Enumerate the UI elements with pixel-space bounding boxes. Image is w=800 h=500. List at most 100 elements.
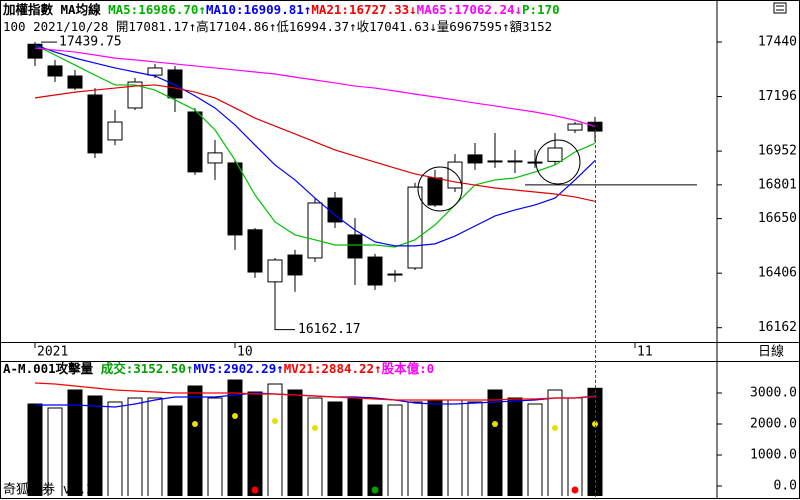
y-tick-label: 16162 [758,320,797,335]
candle-body [547,147,563,162]
volume-bar [547,389,563,496]
price-header: 加權指數 MA均線 MA5:16986.70↑MA10:16909.81↑MA2… [3,2,715,18]
info-line: 100 2021/10/28 開17081.17↑高17104.86↑低1699… [3,19,553,34]
chart-title: A-M.001攻擊量 [3,361,94,376]
y-tick-label: 17440 [758,35,797,50]
signal-dot [312,424,318,431]
legend-entry: MV5:2902.29↑ [193,361,284,376]
signal-dot [592,420,598,427]
volume-bar [447,399,463,496]
legend-entry: 成交:3152.50↑ [100,361,194,376]
signal-dot [232,412,238,419]
volume-header: A-M.001攻擊量 成交:3152.50↑MV5:2902.29↑MV21:2… [3,361,715,377]
volume-bar [47,407,63,496]
candle-body [567,123,583,131]
volume-bar [247,391,263,496]
y-tick-label: 17196 [758,89,797,104]
signal-marker [371,486,379,494]
candle-body [167,69,183,99]
menu-icon[interactable] [773,2,787,14]
candle-body [507,160,523,163]
signal-marker [251,486,259,494]
volume-bar [487,389,503,496]
legend-entry: MA5:16986.70↑ [108,2,206,17]
highlight-circle [535,139,581,185]
signal-marker [571,486,579,494]
volume-bar [507,397,523,496]
candle-body [587,121,603,132]
volume-bar [367,404,383,496]
volume-bar [147,397,163,496]
candle-body [267,259,283,283]
volume-bar [67,389,83,496]
candle-body [247,229,263,273]
volume-bar [107,401,123,496]
candle-body [447,161,463,189]
annotation-leader [274,327,295,331]
y-tick-label: 16650 [758,211,797,226]
volume-bar [227,379,243,496]
volume-bar [407,401,423,496]
y-tick-label: 16801 [758,177,797,192]
candle-body [387,273,403,276]
candle-body [327,197,343,223]
volume-panel [27,379,603,496]
y-tick-label: 0.0 [774,478,797,493]
axes: 17440 17196 16952 16801 16650 16406 16162 2021 1… [34,35,797,493]
candle-body [407,186,423,269]
period-label[interactable]: 日線 [758,344,784,360]
signal-dot [552,424,558,431]
volume-bar [527,403,543,496]
signal-dot [492,420,498,427]
candle-body [27,43,43,59]
ma-line [34,382,596,401]
footer: 奇狐勝券 v5.2 [3,482,94,498]
legend-entry: MA65:17062.24↓ [416,2,523,17]
candle-body [187,111,203,173]
y-tick-label: 2000.0 [750,416,797,431]
volume-bar [427,399,443,496]
ma-line [34,84,596,202]
ma-line [34,47,596,128]
candle-body [87,94,103,154]
ma-line [34,44,596,248]
y-tick-label: 3000.0 [750,385,797,400]
volume-bar [207,397,223,496]
candle-body [107,121,123,141]
x-tick-label: 2021 [37,345,68,360]
candle-body [367,256,383,286]
legend-entry: MV21:2884.22↑ [283,361,382,376]
volume-bar [287,389,303,496]
chart-title: 加權指數 MA均線 [3,2,101,17]
legend-entry: MA10:16909.81↑ [205,2,312,17]
candle-body [427,177,443,206]
y-tick-label: 16406 [758,266,797,281]
volume-bar [387,404,403,496]
candle-body [467,154,483,164]
volume-bar [87,395,103,496]
candle-body [147,67,163,76]
volume-bar [307,397,323,496]
volume-bar [167,405,183,496]
volume-bar [327,401,343,496]
y-tick-label: 1000.0 [750,447,797,462]
candle-body [47,65,63,77]
y-tick-label: 16952 [758,144,797,159]
candle-body [127,81,143,109]
candle-body [307,202,323,259]
volume-bar [267,383,283,496]
ma-line [34,44,596,247]
candle-body [67,75,83,89]
legend-entry: MA21:16727.33↓ [311,2,417,17]
highlight-circle [417,166,463,212]
high-label: 17439.75 [59,35,122,50]
candle-body [287,254,303,276]
candle-body [227,162,243,236]
x-tick-label: 11 [637,345,653,360]
volume-bar [127,397,143,496]
price-label: P:170 [522,2,560,17]
signal-dot [192,420,198,427]
low-label: 16162.17 [298,322,361,337]
